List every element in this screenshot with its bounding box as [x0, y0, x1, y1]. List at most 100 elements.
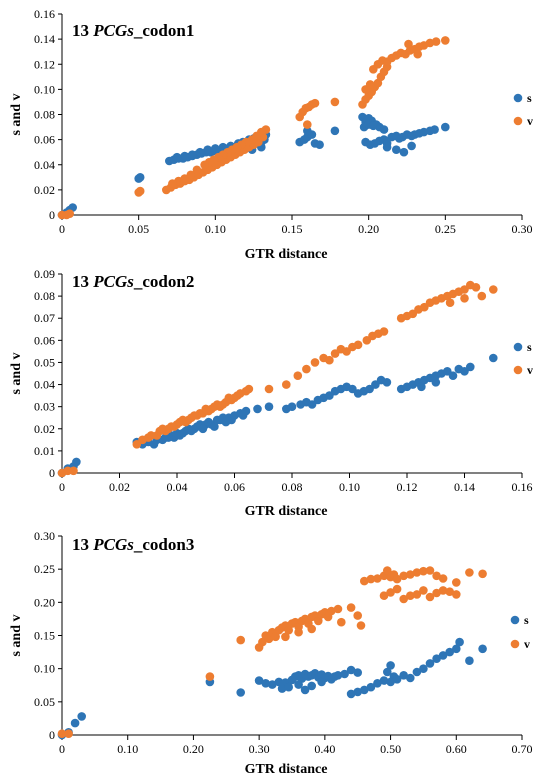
chart-title: 13 PCGs_codon1	[72, 21, 194, 40]
data-point-s	[417, 382, 426, 392]
chart-title-italic: PCGs	[92, 272, 134, 291]
data-point-s	[373, 679, 382, 688]
data-point-s	[198, 424, 208, 434]
data-point-v	[224, 393, 234, 403]
y-tick-label: 0.15	[34, 629, 55, 643]
legend-label-v: v	[527, 114, 533, 128]
data-point-s	[261, 679, 271, 688]
data-point-v	[64, 729, 73, 738]
data-point-v	[425, 566, 435, 575]
data-point-v	[346, 603, 356, 612]
data-point-s	[430, 125, 439, 134]
chart-title-prefix: 13	[72, 21, 93, 40]
data-point-v	[330, 97, 340, 107]
legend-marker-v	[513, 116, 523, 126]
data-point-s	[274, 677, 284, 687]
data-point-s	[187, 426, 196, 436]
data-point-s	[455, 637, 464, 647]
data-point-s	[72, 457, 81, 467]
y-tick-label: 0.04	[34, 158, 55, 172]
y-tick-label: 0.10	[34, 662, 55, 676]
y-tick-label: 0.05	[34, 695, 55, 709]
data-point-v	[489, 285, 498, 294]
data-point-v	[366, 574, 376, 584]
data-point-s	[172, 152, 182, 162]
chart-panel-2: 0 0.02 0.04 0.06 0.08 0.10 0.12 0.14 0.16 0 0.01 0.…	[9, 267, 533, 519]
y-tick-label: 0.30	[34, 529, 55, 543]
data-point-v	[465, 568, 474, 577]
data-point-s	[441, 122, 450, 132]
data-point-s	[307, 681, 317, 691]
data-point-v	[383, 566, 392, 575]
data-point-v	[302, 364, 311, 374]
chart-title-italic: PCGs	[92, 535, 134, 554]
data-point-s	[445, 647, 455, 657]
y-tick-label: 0.08	[34, 108, 55, 122]
data-point-s	[315, 140, 324, 149]
data-point-s	[353, 668, 363, 677]
y-axis-title: s and v	[9, 352, 24, 394]
data-point-s	[379, 125, 389, 134]
legend-label-s: s	[527, 340, 532, 354]
data-point-s	[366, 682, 376, 692]
data-point-v	[284, 625, 294, 635]
data-point-v	[471, 283, 481, 292]
data-point-v	[212, 400, 222, 409]
y-tick-label: 0	[49, 466, 55, 480]
data-point-s	[211, 144, 220, 153]
data-point-s	[392, 145, 401, 154]
data-point-v	[258, 637, 267, 647]
data-point-s	[369, 121, 378, 131]
data-point-s	[386, 677, 395, 687]
x-tick-label: 0.16	[512, 480, 533, 494]
data-point-s	[135, 173, 145, 182]
data-point-v	[379, 327, 389, 336]
y-tick-label: 0.10	[34, 82, 55, 96]
legend-marker-s	[513, 93, 523, 103]
y-tick-label: 0.14	[34, 32, 55, 46]
data-point-s	[164, 433, 173, 442]
data-point-v	[327, 606, 336, 616]
data-point-s	[294, 680, 303, 689]
chart-panel-1: 0 0.05 0.10 0.15 0.20 0.25 0.30 0 0.02 0.04 0.06 0.…	[9, 7, 533, 262]
data-point-s	[382, 378, 392, 387]
data-point-s	[399, 147, 409, 157]
legend-marker-v	[510, 639, 520, 649]
data-point-v	[445, 298, 455, 308]
data-point-s	[307, 400, 317, 409]
data-point-v	[365, 80, 375, 89]
data-point-s	[452, 644, 461, 654]
data-point-v	[477, 291, 487, 301]
y-tick-label: 0.16	[34, 7, 55, 21]
data-point-v	[452, 590, 461, 599]
data-point-s	[70, 718, 80, 728]
data-point-v	[325, 355, 334, 365]
data-point-s	[188, 150, 197, 159]
chart-title: 13 PCGs_codon2	[72, 272, 194, 291]
data-point-s	[431, 378, 441, 387]
x-tick-label: 0.70	[512, 742, 533, 756]
data-point-s	[268, 680, 277, 689]
data-point-s	[346, 665, 356, 675]
x-tick-label: 0.30	[512, 222, 533, 236]
data-point-s	[465, 656, 474, 665]
data-point-v	[337, 617, 346, 627]
data-point-v	[379, 591, 389, 600]
data-point-s	[77, 712, 86, 721]
data-point-v	[478, 569, 487, 579]
data-point-s	[406, 673, 415, 683]
data-point-v	[441, 36, 450, 45]
data-point-v	[69, 466, 78, 476]
y-tick-label: 0.06	[34, 133, 55, 147]
data-point-s	[264, 402, 274, 412]
data-point-v	[406, 591, 415, 600]
x-tick-label: 0.06	[224, 480, 245, 494]
data-point-s	[180, 151, 189, 161]
chart-title-italic: PCGs	[92, 21, 134, 40]
data-point-s	[346, 689, 356, 699]
data-point-s	[412, 667, 422, 677]
data-point-v	[135, 186, 145, 196]
chart-title-suffix: _codon3	[133, 535, 194, 554]
chart-title: 13 PCGs_codon3	[72, 535, 194, 554]
